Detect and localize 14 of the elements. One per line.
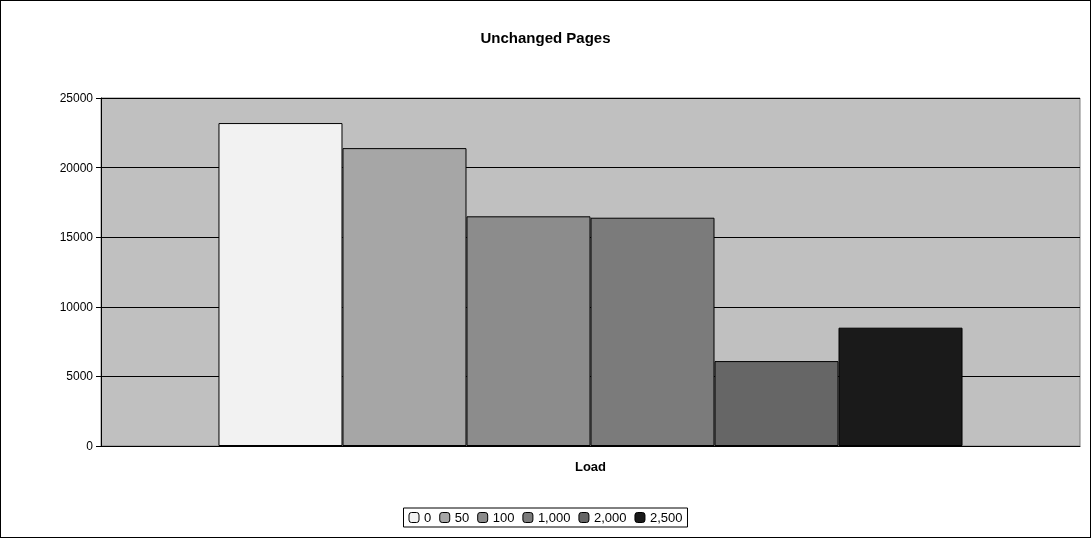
- y-tick-label: 5000: [66, 369, 94, 384]
- x-axis-title: Load: [574, 459, 607, 474]
- legend-label: 50: [454, 510, 470, 525]
- y-tick-label: 20000: [59, 160, 94, 175]
- legend-label: 0: [424, 510, 432, 525]
- legend-label: 1,000: [537, 510, 571, 525]
- y-tick-label: 15000: [59, 230, 94, 245]
- y-tick-label: 0: [86, 439, 94, 453]
- legend-label: 2,500: [649, 510, 683, 525]
- legend-label: 100: [492, 510, 515, 525]
- legend-label: 2,000: [593, 510, 627, 525]
- y-tick-label: 10000: [59, 299, 94, 314]
- y-tick-label: 25000: [59, 91, 94, 105]
- chart-title: Unchanged Pages: [480, 29, 611, 46]
